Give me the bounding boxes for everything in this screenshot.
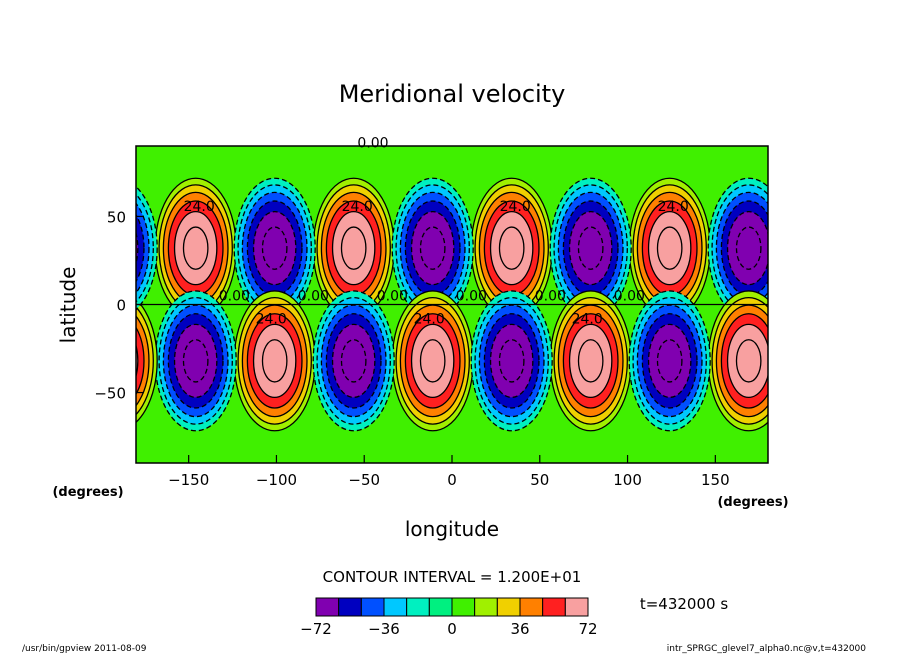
colorbar-ticks: −72 −36 0 36 72 bbox=[300, 620, 597, 638]
colorbar-swatch bbox=[451, 597, 476, 617]
north-negative-cell-4 bbox=[707, 177, 768, 319]
y-tick-label: 50 bbox=[107, 208, 126, 226]
north-positive-cell-3 bbox=[470, 177, 553, 319]
x-tick-label: 150 bbox=[701, 471, 730, 489]
contour-label: 0.00 bbox=[377, 289, 408, 305]
south-positive-cell-wrap bbox=[104, 298, 158, 424]
south-negative-cell-4-level-6 bbox=[656, 339, 683, 383]
colorbar-swatch bbox=[519, 597, 544, 617]
south-negative-cell-1 bbox=[154, 290, 237, 432]
x-tick-label: −150 bbox=[168, 471, 209, 489]
colorbar-swatch bbox=[360, 597, 385, 617]
colorbar-swatch bbox=[383, 597, 408, 617]
north-negative-cell-1-level-6 bbox=[261, 226, 288, 270]
contour-label: 24.0 bbox=[414, 312, 445, 328]
colorbar-tick-label: 36 bbox=[510, 620, 529, 638]
south-negative-cell-4 bbox=[628, 290, 711, 432]
contour-label: 24.0 bbox=[572, 312, 603, 328]
plot-area bbox=[104, 146, 768, 463]
north-negative-cell-wrap-level-4 bbox=[136, 213, 145, 283]
footer-left: /usr/bin/gpview 2011-08-09 bbox=[22, 644, 147, 654]
colorbar-swatch bbox=[542, 597, 566, 617]
contour-label: 0.00 bbox=[456, 289, 487, 305]
south-positive-cell-3 bbox=[549, 290, 632, 432]
time-label: t=432000 s bbox=[640, 595, 728, 613]
south-negative-cell-1-level-6 bbox=[182, 339, 209, 383]
north-positive-cell-1-level-6 bbox=[182, 226, 209, 270]
north-positive-cell-4-level-6 bbox=[656, 226, 683, 270]
south-negative-cell-3 bbox=[470, 290, 553, 432]
y-axis: 50 0 −50 bbox=[94, 208, 144, 403]
north-negative-cell-3 bbox=[549, 177, 632, 319]
south-positive-cell-4 bbox=[707, 290, 768, 432]
y-axis-label: latitude bbox=[56, 267, 80, 344]
x-tick-label: −50 bbox=[348, 471, 380, 489]
x-tick-label: 0 bbox=[447, 471, 457, 489]
north-positive-cell-2-level-6 bbox=[340, 226, 367, 270]
colorbar-swatch bbox=[496, 597, 521, 617]
colorbar-swatch bbox=[315, 597, 340, 617]
x-tick-label: −100 bbox=[256, 471, 297, 489]
south-negative-cell-2 bbox=[312, 290, 395, 432]
contour-label: 24.0 bbox=[500, 199, 531, 215]
north-negative-cell-2 bbox=[391, 177, 474, 319]
south-positive-cell-4-level-6 bbox=[735, 339, 762, 383]
contour-label: 24.0 bbox=[184, 199, 215, 215]
y-tick-label: 0 bbox=[116, 297, 126, 315]
y-tick-label: −50 bbox=[94, 385, 126, 403]
north-negative-cell-2-level-6 bbox=[419, 226, 446, 270]
contour-label: 0.00 bbox=[298, 289, 329, 305]
colorbar-swatch bbox=[564, 597, 589, 617]
contour-label: 24.0 bbox=[658, 199, 689, 215]
contour-label: 24.0 bbox=[342, 199, 373, 215]
footer-right: intr_SPRGC_glevel7_alpha0.nc@v,t=432000 bbox=[667, 644, 867, 654]
north-positive-cell-4 bbox=[628, 177, 711, 319]
south-positive-cell-wrap-level-4 bbox=[136, 326, 145, 396]
x-axis: −150 −100 −50 0 50 100 150 bbox=[168, 455, 730, 489]
x-axis-unit: (degrees) bbox=[717, 495, 788, 510]
north-negative-cell-4-level-6 bbox=[735, 226, 762, 270]
contour-interval-text: CONTOUR INTERVAL = 1.200E+01 bbox=[323, 568, 582, 586]
colorbar-swatch bbox=[474, 597, 498, 617]
contour-label: 0.00 bbox=[219, 289, 250, 305]
south-positive-cell-2 bbox=[391, 290, 474, 432]
north-negative-cell-1 bbox=[233, 177, 316, 319]
x-axis-label: longitude bbox=[405, 517, 499, 541]
south-negative-cell-3-level-6 bbox=[498, 339, 525, 383]
colorbar-swatch bbox=[428, 597, 453, 617]
colorbar-swatch bbox=[338, 597, 362, 617]
x-tick-label: 100 bbox=[613, 471, 642, 489]
south-positive-cell-3-level-6 bbox=[577, 339, 604, 383]
y-axis-unit: (degrees) bbox=[52, 485, 123, 500]
colorbar-tick-label: −36 bbox=[368, 620, 400, 638]
contour-label: 0.00 bbox=[614, 289, 645, 305]
north-negative-cell-wrap-level-6 bbox=[104, 227, 128, 269]
north-negative-cell-wrap bbox=[104, 185, 158, 311]
contour-label: 0.00 bbox=[357, 136, 388, 152]
x-tick-label: 50 bbox=[530, 471, 549, 489]
north-negative-cell-3-level-6 bbox=[577, 226, 604, 270]
south-positive-cell-1-level-6 bbox=[261, 339, 288, 383]
contour-label: 24.0 bbox=[256, 312, 287, 328]
contour-label: 0.00 bbox=[535, 289, 566, 305]
colorbar bbox=[315, 597, 589, 617]
colorbar-tick-label: 72 bbox=[578, 620, 597, 638]
colorbar-swatch bbox=[406, 597, 430, 617]
chart-title: Meridional velocity bbox=[339, 80, 566, 108]
south-positive-cell-2-level-6 bbox=[419, 339, 446, 383]
south-negative-cell-2-level-6 bbox=[340, 339, 367, 383]
colorbar-tick-label: −72 bbox=[300, 620, 332, 638]
north-positive-cell-1 bbox=[154, 177, 237, 319]
south-positive-cell-wrap-level-6 bbox=[104, 340, 128, 382]
north-positive-cell-3-level-6 bbox=[498, 226, 525, 270]
colorbar-tick-label: 0 bbox=[447, 620, 457, 638]
